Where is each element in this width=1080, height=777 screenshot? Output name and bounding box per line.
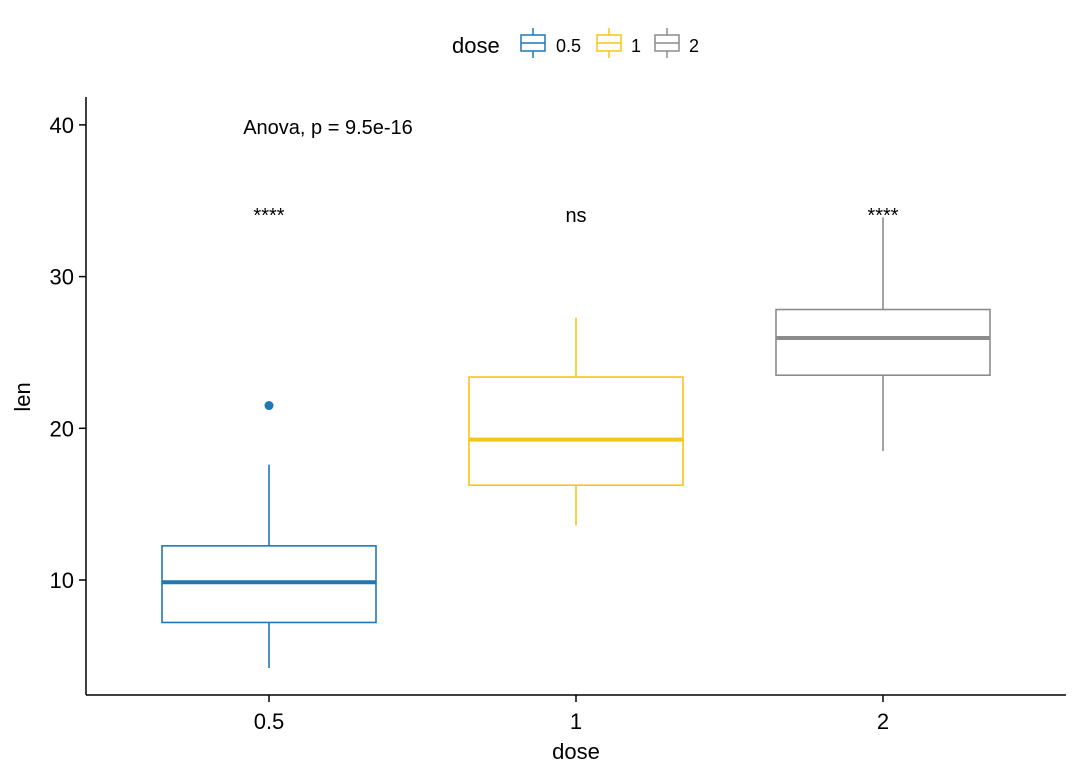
significance-label: **** [253, 205, 284, 227]
significance-label: **** [867, 205, 898, 227]
x-axis-title: dose [552, 739, 600, 764]
y-tick-label: 10 [50, 568, 74, 593]
y-tick-label: 30 [50, 265, 74, 290]
legend-item-0-5: 0.5 [520, 28, 581, 58]
box-group-0-5: **** [161, 205, 377, 668]
x-tick-label: 2 [877, 709, 889, 734]
legend-item-1: 1 [596, 28, 641, 58]
y-tick-label: 40 [50, 113, 74, 138]
legend-label: 2 [689, 36, 699, 56]
x-tick-label: 1 [570, 709, 582, 734]
outlier-point [264, 401, 274, 411]
box-iqr [468, 376, 684, 486]
axes: 10 20 30 40 0.5 1 2 [50, 97, 1066, 734]
box-iqr [775, 308, 991, 377]
y-tick-label: 20 [50, 416, 74, 441]
legend-label: 0.5 [556, 36, 581, 56]
box-group-1: ns [468, 205, 684, 526]
y-axis-title: len [10, 382, 35, 411]
legend: dose 0.5 1 2 [452, 28, 699, 58]
x-tick-label: 0.5 [254, 709, 285, 734]
significance-label: ns [565, 205, 586, 227]
plot-area: **** ns **** [161, 205, 991, 668]
legend-label: 1 [631, 36, 641, 56]
legend-item-2: 2 [654, 28, 699, 58]
anova-annotation: Anova, p = 9.5e-16 [243, 117, 413, 139]
box-group-2: **** [775, 205, 991, 452]
legend-title: dose [452, 33, 500, 58]
